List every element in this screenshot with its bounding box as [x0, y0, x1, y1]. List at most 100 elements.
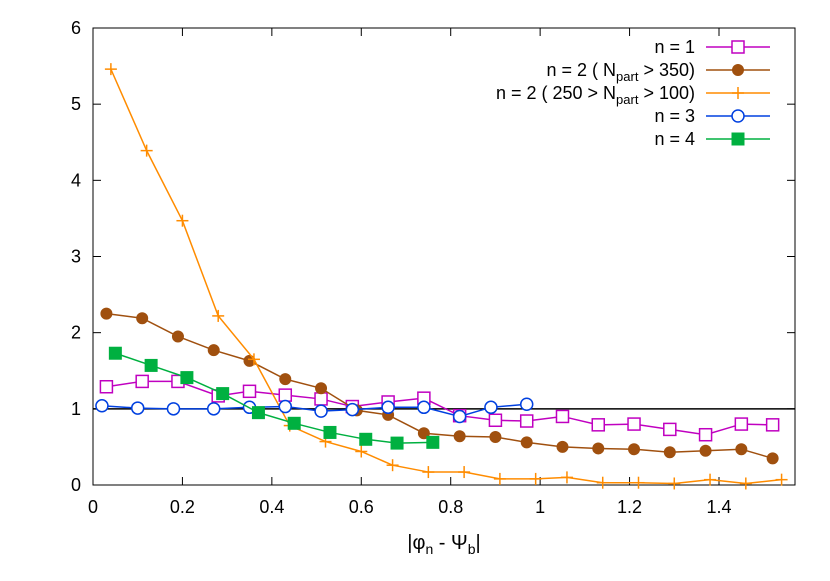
data-point — [247, 353, 260, 366]
data-point — [735, 443, 748, 456]
data-point — [315, 382, 328, 395]
y-tick-label: 3 — [71, 247, 81, 267]
data-point — [355, 445, 368, 458]
legend-marker — [732, 87, 744, 99]
data-point — [135, 374, 149, 389]
data-point — [207, 344, 220, 357]
data-point — [278, 388, 293, 402]
data-point — [704, 473, 717, 486]
data-point — [628, 443, 641, 456]
data-point — [171, 330, 184, 343]
data-point — [488, 413, 503, 428]
legend-marker — [732, 64, 744, 76]
y-tick-label: 0 — [71, 475, 81, 495]
data-point — [390, 436, 404, 450]
x-tick-label: 1.2 — [617, 497, 642, 517]
data-point — [212, 309, 225, 322]
data-point — [632, 476, 645, 489]
data-point — [144, 358, 158, 372]
data-point — [519, 414, 534, 428]
x-tick-label: 0.4 — [259, 497, 284, 517]
legend-entry: n = 2 ( Npart > 350) — [547, 60, 770, 84]
data-point — [529, 472, 542, 485]
data-point — [520, 436, 533, 449]
data-point — [345, 402, 360, 417]
series-5 — [108, 346, 440, 450]
data-point — [663, 446, 676, 459]
data-point — [359, 432, 373, 446]
x-tick-label: 0.8 — [438, 497, 463, 517]
data-point — [381, 400, 395, 415]
series-layer — [95, 63, 788, 490]
x-axis-title: |φn - Ψb| — [407, 532, 480, 557]
data-point — [592, 442, 605, 455]
data-point — [627, 417, 641, 431]
data-point — [136, 312, 149, 325]
data-point — [560, 471, 573, 484]
data-point — [314, 392, 328, 406]
data-point — [663, 422, 677, 437]
data-point — [591, 418, 606, 432]
series-3 — [104, 63, 788, 490]
data-point — [458, 466, 471, 479]
data-point — [484, 400, 498, 415]
data-point — [140, 144, 153, 157]
data-point — [426, 435, 440, 449]
data-point — [519, 397, 534, 412]
y-tick-label: 1 — [71, 399, 81, 419]
data-point — [555, 409, 570, 424]
y-tick-label: 2 — [71, 323, 81, 343]
legend-label: n = 1 — [654, 37, 695, 57]
data-point — [766, 452, 779, 465]
data-point — [493, 472, 506, 485]
legend-marker — [731, 132, 745, 146]
data-point — [489, 431, 502, 444]
data-point — [556, 440, 569, 453]
data-point — [216, 387, 230, 401]
series-4 — [95, 397, 534, 424]
data-point — [765, 418, 780, 432]
legend-entry: n = 4 — [654, 129, 770, 149]
data-point — [100, 307, 113, 320]
data-point — [314, 404, 328, 418]
data-point — [99, 379, 114, 394]
data-point — [323, 425, 337, 439]
legend-marker — [731, 109, 745, 123]
data-point — [279, 373, 292, 386]
x-tick-label: 0.2 — [170, 497, 195, 517]
data-point — [130, 401, 145, 415]
data-point — [596, 476, 609, 489]
data-point — [166, 402, 181, 416]
data-point — [386, 459, 399, 472]
legend-label: n = 3 — [654, 106, 695, 126]
data-point — [775, 473, 788, 486]
data-point — [734, 417, 749, 431]
data-point — [104, 63, 117, 76]
y-tick-label: 4 — [71, 170, 81, 190]
axis-ticks: 0 0.2 0.4 0.6 0.8 1 1.2 1.4 0 1 2 3 4 5 6 — [71, 18, 795, 517]
data-point — [417, 400, 431, 415]
legend: n = 1 n = 2 ( Npart > 350)n = 2 ( 250 > N… — [496, 37, 770, 149]
x-tick-label: 1 — [535, 497, 545, 517]
data-point — [206, 402, 221, 416]
data-point — [242, 384, 257, 399]
data-point — [108, 346, 122, 360]
legend-entry: n = 3 — [654, 106, 770, 126]
x-tick-label: 0 — [88, 497, 98, 517]
data-point — [699, 444, 712, 457]
series-line — [115, 352, 433, 444]
legend-label: n = 4 — [654, 129, 695, 149]
data-point — [278, 399, 293, 414]
data-point — [739, 477, 752, 490]
series-2 — [100, 307, 779, 465]
data-point — [95, 399, 109, 413]
legend-marker — [731, 40, 745, 54]
legend-entry: n = 1 — [654, 37, 770, 57]
data-point — [176, 214, 189, 227]
legend-label: n = 2 ( Npart > 350) — [547, 60, 695, 84]
y-tick-label: 5 — [71, 94, 81, 114]
data-point — [668, 477, 681, 490]
x-tick-label: 0.6 — [349, 497, 374, 517]
data-point — [422, 466, 435, 479]
